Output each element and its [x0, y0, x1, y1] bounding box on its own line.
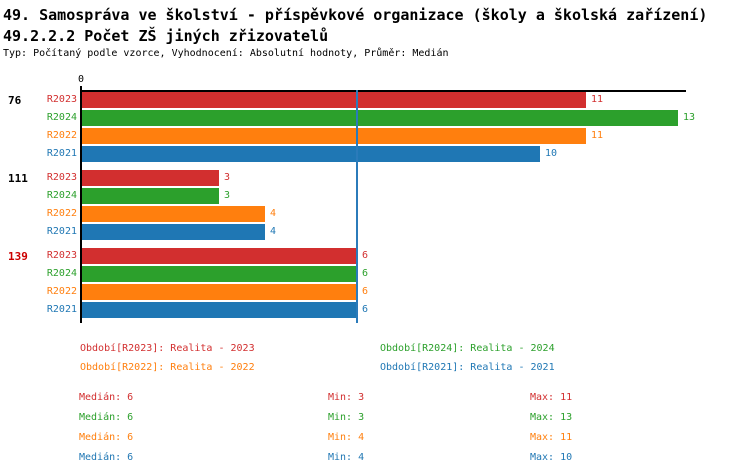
- bar-row-label: R2022: [46, 286, 77, 297]
- bar-value-label: 11: [591, 94, 604, 105]
- bar-R2024: [82, 110, 678, 126]
- bar-R2022: [82, 206, 265, 222]
- bar-row-label: R2021: [46, 148, 77, 159]
- bar-row-label: R2024: [46, 190, 77, 201]
- stat-min-R2021: Min: 4: [328, 452, 365, 463]
- indicator-meta: Typ: Počítaný podle vzorce, Vyhodnocení:…: [3, 48, 449, 59]
- bar-value-label: 3: [224, 172, 231, 183]
- bar-R2021: [82, 302, 357, 318]
- stat-median-R2024: Medián: 6: [79, 412, 134, 423]
- bar-value-label: 4: [270, 208, 277, 219]
- x-axis-line: [80, 90, 686, 92]
- bar-value-label: 6: [362, 286, 369, 297]
- bar-value-label: 4: [270, 226, 277, 237]
- legend-item-R2021: Období[R2021]: Realita - 2021: [380, 362, 555, 373]
- bar-row-label: R2024: [46, 112, 77, 123]
- bar-R2024: [82, 266, 357, 282]
- group-label: 111: [8, 172, 28, 185]
- bar-R2023: [82, 248, 357, 264]
- bar-R2022: [82, 284, 357, 300]
- y-axis-line: [80, 86, 82, 323]
- bar-row-label: R2023: [46, 94, 77, 105]
- bar-R2023: [82, 92, 586, 108]
- report-title: 49. Samospráva ve školství - příspěvkové…: [3, 6, 708, 24]
- stat-median-R2022: Medián: 6: [79, 432, 134, 443]
- stat-min-R2023: Min: 3: [328, 392, 365, 403]
- bar-value-label: 3: [224, 190, 231, 201]
- stat-min-R2022: Min: 4: [328, 432, 365, 443]
- axis-tick-label: 0: [77, 74, 85, 85]
- bar-R2021: [82, 146, 540, 162]
- bar-value-label: 6: [362, 268, 369, 279]
- median-reference-line: [356, 90, 358, 323]
- bar-R2024: [82, 188, 219, 204]
- bar-value-label: 6: [362, 304, 369, 315]
- bar-R2023: [82, 170, 219, 186]
- bar-row-label: R2022: [46, 130, 77, 141]
- stat-max-R2021: Max: 10: [530, 452, 573, 463]
- legend-item-R2022: Období[R2022]: Realita - 2022: [80, 362, 255, 373]
- indicator-title: 49.2.2.2 Počet ZŠ jiných zřizovatelů: [3, 27, 329, 45]
- bar-value-label: 10: [545, 148, 558, 159]
- bar-row-label: R2023: [46, 250, 77, 261]
- legend-item-R2024: Období[R2024]: Realita - 2024: [380, 343, 555, 354]
- stat-median-R2023: Medián: 6: [79, 392, 134, 403]
- bar-row-label: R2024: [46, 268, 77, 279]
- bar-value-label: 11: [591, 130, 604, 141]
- group-label: 76: [8, 94, 22, 107]
- bar-row-label: R2023: [46, 172, 77, 183]
- legend-item-R2023: Období[R2023]: Realita - 2023: [80, 343, 255, 354]
- stat-median-R2021: Medián: 6: [79, 452, 134, 463]
- bar-row-label: R2022: [46, 208, 77, 219]
- stat-max-R2022: Max: 11: [530, 432, 573, 443]
- bar-row-label: R2021: [46, 304, 77, 315]
- stat-max-R2024: Max: 13: [530, 412, 573, 423]
- bar-R2021: [82, 224, 265, 240]
- bar-value-label: 6: [362, 250, 369, 261]
- group-label: 139: [8, 250, 28, 263]
- bar-value-label: 13: [683, 112, 696, 123]
- stat-min-R2024: Min: 3: [328, 412, 365, 423]
- bar-row-label: R2021: [46, 226, 77, 237]
- bar-R2022: [82, 128, 586, 144]
- stat-max-R2023: Max: 11: [530, 392, 573, 403]
